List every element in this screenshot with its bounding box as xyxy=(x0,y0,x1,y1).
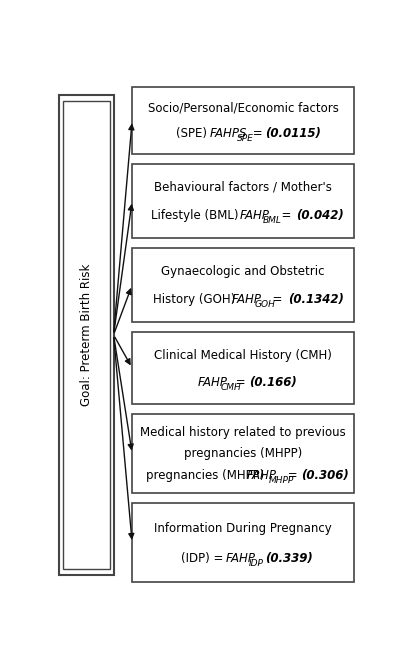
Text: (0.0115): (0.0115) xyxy=(266,127,321,140)
Bar xyxy=(132,164,354,238)
Text: Socio/Personal/Economic factors: Socio/Personal/Economic factors xyxy=(148,102,338,115)
Text: (IDP) =: (IDP) = xyxy=(181,552,228,565)
Text: (0.1342): (0.1342) xyxy=(288,293,344,306)
Text: FAHPS: FAHPS xyxy=(209,127,247,140)
Text: History (GOH): History (GOH) xyxy=(153,293,239,306)
Text: =: = xyxy=(284,469,302,482)
Bar xyxy=(63,101,110,569)
Bar xyxy=(132,414,354,493)
Text: pregnancies (MHPP): pregnancies (MHPP) xyxy=(184,447,302,460)
Text: GOH: GOH xyxy=(254,300,275,310)
Text: IDP: IDP xyxy=(248,560,263,568)
Text: pregnancies (MHPP): pregnancies (MHPP) xyxy=(146,469,264,482)
Text: Medical history related to previous: Medical history related to previous xyxy=(140,426,346,440)
Text: (0.042): (0.042) xyxy=(296,209,344,222)
Text: Gynaecologic and Obstetric: Gynaecologic and Obstetric xyxy=(161,265,325,278)
Bar xyxy=(132,248,354,322)
Bar xyxy=(132,332,354,404)
Text: Lifestyle (BML): Lifestyle (BML) xyxy=(150,209,242,222)
Text: FAHP: FAHP xyxy=(240,209,270,222)
Text: FAHP: FAHP xyxy=(198,376,228,389)
Bar xyxy=(132,88,354,154)
Text: =: = xyxy=(274,209,295,222)
Text: Goal: Preterm Birth Risk: Goal: Preterm Birth Risk xyxy=(80,264,93,406)
Text: Clinical Medical History (CMH): Clinical Medical History (CMH) xyxy=(154,349,332,361)
Bar xyxy=(132,503,354,582)
Text: Information During Pregnancy: Information During Pregnancy xyxy=(154,522,332,535)
Text: =: = xyxy=(249,127,266,140)
Text: CMH: CMH xyxy=(220,383,241,392)
Text: =: = xyxy=(266,293,286,306)
Text: (0.166): (0.166) xyxy=(249,376,296,389)
Text: (SPE): (SPE) xyxy=(176,127,210,140)
Text: MHPP: MHPP xyxy=(269,476,294,485)
Text: FAHP: FAHP xyxy=(232,293,262,306)
Bar xyxy=(59,95,114,575)
Text: FAHP: FAHP xyxy=(226,552,256,565)
Text: Behavioural factors / Mother's: Behavioural factors / Mother's xyxy=(154,181,332,194)
Text: (0.339): (0.339) xyxy=(266,552,313,565)
Text: BML: BML xyxy=(262,216,281,225)
Text: SPE: SPE xyxy=(237,135,254,143)
Text: =: = xyxy=(232,376,249,389)
Text: FAHP: FAHP xyxy=(247,469,277,482)
Text: (0.306): (0.306) xyxy=(301,469,349,482)
